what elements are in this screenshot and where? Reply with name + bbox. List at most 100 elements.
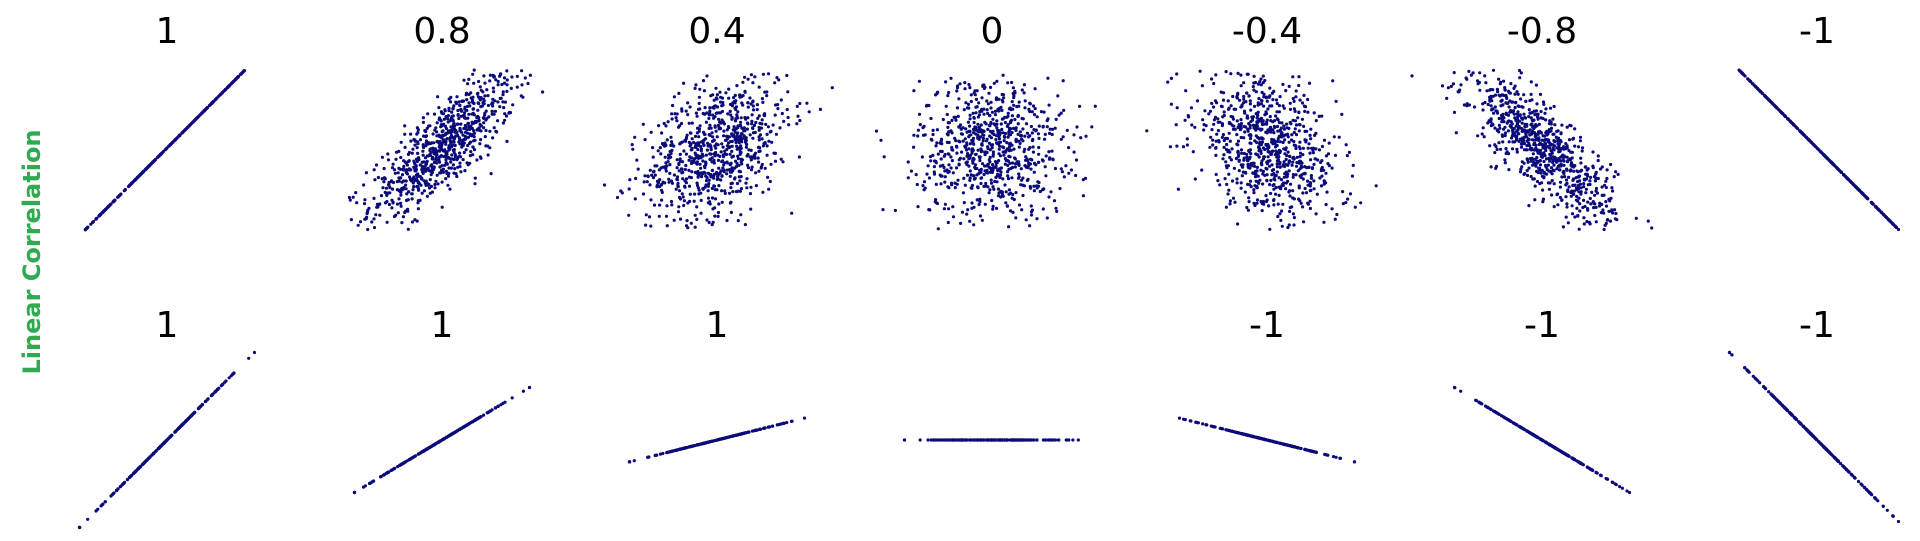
scatter-point <box>1543 134 1547 138</box>
scatter-point <box>1012 94 1016 98</box>
scatter-point <box>1520 105 1524 109</box>
scatter-point <box>1074 158 1079 162</box>
scatter-point <box>466 143 470 148</box>
scatter-point <box>818 107 823 111</box>
scatter-point <box>928 208 932 212</box>
scatter-point <box>1291 75 1295 79</box>
scatter-point <box>470 120 474 124</box>
scatter-point <box>980 218 984 222</box>
scatter-point <box>1287 169 1291 173</box>
scatter-point <box>413 161 417 165</box>
scatter-point <box>977 101 981 105</box>
scatter-point <box>720 189 724 193</box>
scatter-point <box>1529 80 1533 84</box>
scatter-point <box>1260 90 1264 94</box>
scatter-point <box>1500 93 1504 97</box>
line-point <box>232 371 236 375</box>
line-point <box>221 382 225 386</box>
scatter-point <box>462 78 466 82</box>
scatter-point <box>679 141 683 145</box>
scatter-point <box>1293 119 1298 123</box>
scatter-point <box>386 152 390 156</box>
scatter-point <box>704 120 709 124</box>
scatter-point <box>1035 115 1039 119</box>
scatter-point <box>421 149 425 153</box>
scatter-point <box>1013 165 1018 169</box>
scatter-point <box>688 105 692 109</box>
scatter-point <box>779 98 783 102</box>
scatter-point <box>1558 185 1562 189</box>
line-point <box>456 429 460 433</box>
scatter-point <box>1557 143 1561 147</box>
scatter-point <box>977 125 982 129</box>
scatter-point <box>678 217 683 221</box>
scatter-point <box>971 158 975 162</box>
scatter-point <box>681 170 685 174</box>
scatter-point <box>671 103 675 108</box>
scatter-point <box>972 116 976 120</box>
scatter-point <box>404 183 408 187</box>
scatter-point <box>471 107 475 111</box>
scatter-point <box>730 166 734 170</box>
scatter-point <box>1279 218 1283 222</box>
scatter-point <box>391 162 395 166</box>
scatter-point <box>1221 133 1225 137</box>
scatter-point <box>1556 147 1560 151</box>
line-point <box>193 410 197 414</box>
scatter-point <box>712 138 716 142</box>
scatter-point <box>440 136 444 140</box>
scatter-point <box>1564 195 1568 199</box>
scatter-point <box>712 184 716 188</box>
scatter-point <box>732 96 736 100</box>
scatter-point <box>1037 152 1041 156</box>
scatter-point <box>947 207 951 211</box>
line-point <box>94 509 98 513</box>
scatter-point <box>1245 114 1249 118</box>
scatter-point <box>879 138 883 142</box>
scatter-point <box>996 194 1001 198</box>
scatter-point <box>1242 97 1246 101</box>
scatter-point <box>523 76 527 80</box>
scatter-point <box>968 169 972 173</box>
scatter-point <box>188 122 193 127</box>
scatter-point <box>230 81 234 85</box>
scatter-point <box>951 148 955 152</box>
scatter-point <box>428 153 433 158</box>
scatter-point <box>1497 116 1501 121</box>
scatter-point <box>1247 200 1251 204</box>
scatter-point <box>681 177 685 181</box>
scatter-point <box>1823 154 1827 158</box>
scatter-point <box>472 68 476 72</box>
scatter-point <box>1013 117 1017 122</box>
scatter-point <box>441 133 446 137</box>
scatter-point <box>415 159 419 164</box>
scatter-point <box>749 207 753 211</box>
scatter-point <box>487 115 491 119</box>
scatter-point <box>950 145 954 150</box>
scatter-point <box>1202 128 1206 132</box>
scatter-point <box>1292 157 1296 161</box>
scatter-point <box>1059 111 1063 115</box>
scatter-point <box>795 104 799 108</box>
scatter-point <box>1247 196 1251 200</box>
scatter-point <box>912 133 916 137</box>
scatter-point <box>934 161 938 165</box>
scatter-point <box>716 143 720 147</box>
scatter-point <box>1090 125 1094 129</box>
scatter-point <box>970 183 975 188</box>
scatter-point <box>1024 218 1028 222</box>
scatter-point <box>751 126 755 130</box>
scatter-point <box>394 157 398 161</box>
scatter-point <box>1609 162 1613 167</box>
scatter-point <box>1261 137 1265 141</box>
scatter-point <box>687 184 692 188</box>
scatter-point <box>1493 143 1497 147</box>
scatter-point <box>705 176 709 180</box>
scatter-point <box>946 152 950 156</box>
scatter-point <box>91 220 95 224</box>
scatter-point <box>677 162 681 166</box>
scatter-point <box>476 91 480 95</box>
scatter-point <box>769 162 773 166</box>
scatter-point <box>469 150 473 154</box>
scatter-point <box>476 114 480 119</box>
